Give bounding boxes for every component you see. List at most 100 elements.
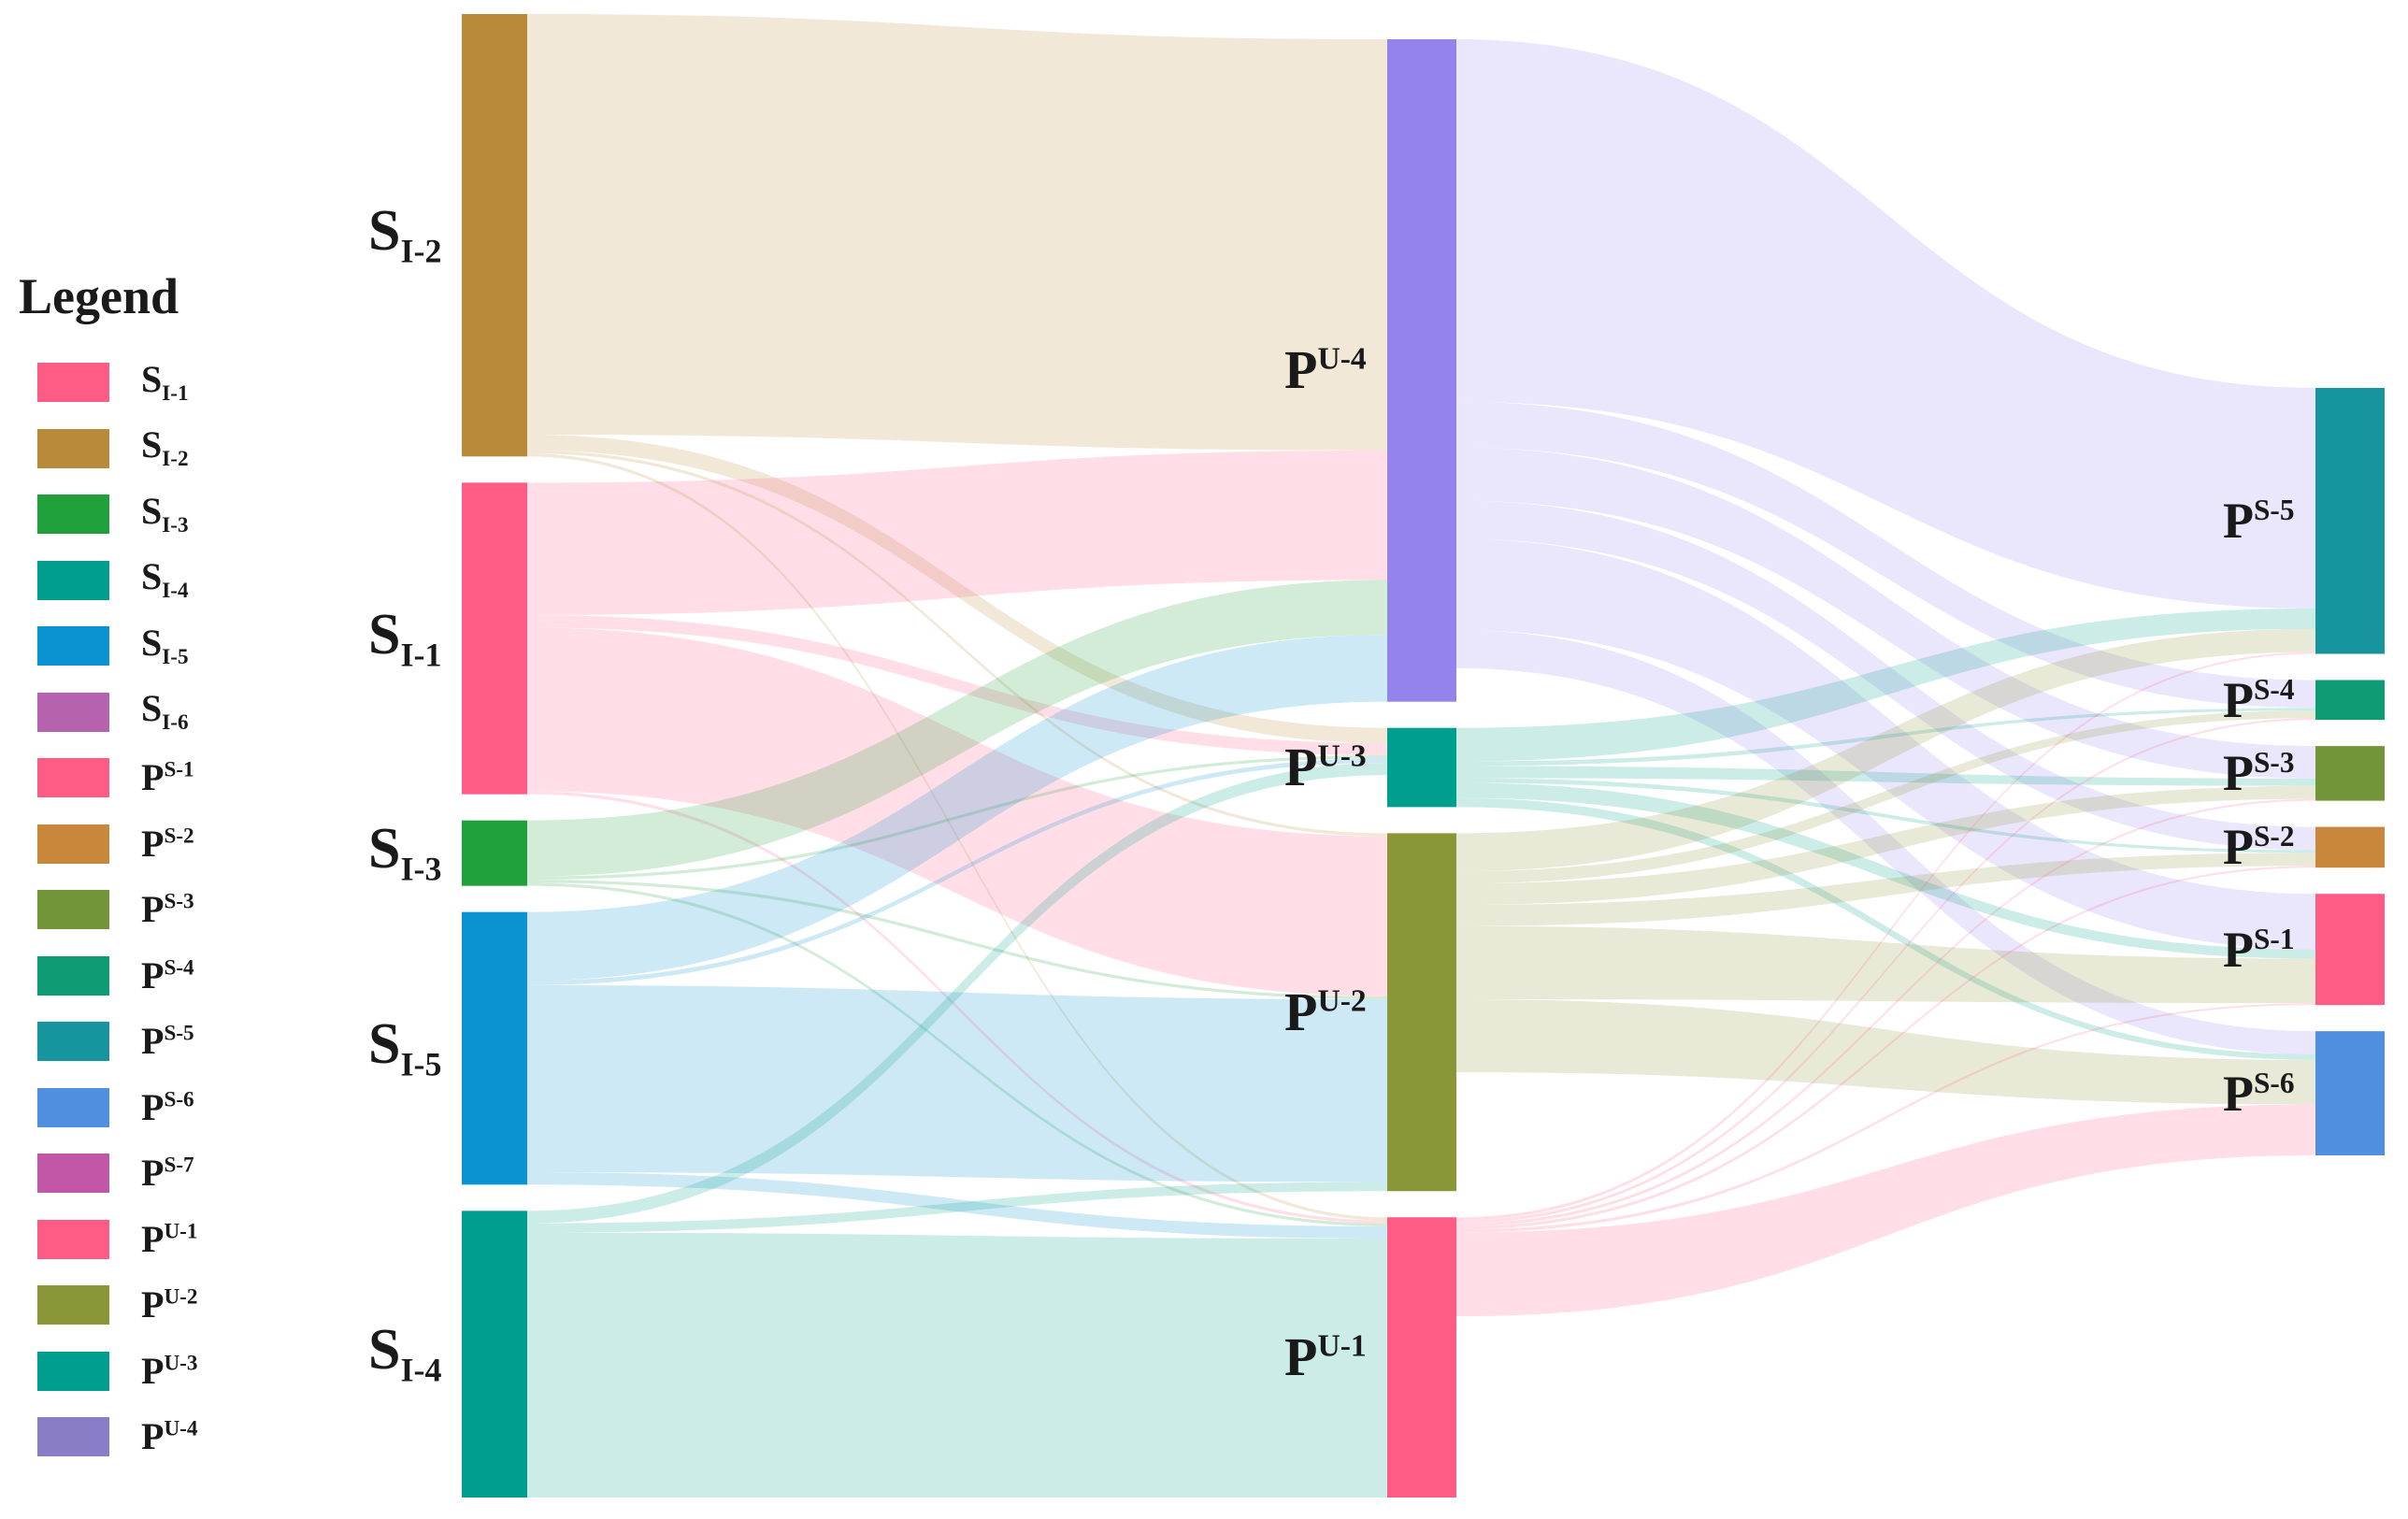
legend-label: SI-4 xyxy=(141,558,189,602)
sankey-link xyxy=(1456,708,2315,767)
node-label-base: S xyxy=(368,602,401,666)
sankey-node xyxy=(462,1211,527,1498)
sankey-link xyxy=(527,880,1387,999)
legend-label-base: S xyxy=(141,687,163,730)
legend-item: PU-3 xyxy=(17,1339,260,1405)
legend-label-subscript: I-3 xyxy=(162,512,189,537)
sankey-link xyxy=(1456,500,2315,851)
legend-swatch xyxy=(37,560,109,600)
node-label-superscript: S-6 xyxy=(2254,1066,2295,1099)
node-label: PS-3 xyxy=(2223,748,2295,798)
legend-label: SI-1 xyxy=(141,357,189,405)
legend-items: SI-1 SI-2 SI-3 SI-4 SI-5 SI-6 PS-1 PS-2 PS-3 PS-4… xyxy=(17,350,260,1470)
node-label-subscript: I-5 xyxy=(400,1045,442,1083)
sankey-link xyxy=(1456,447,2315,779)
sankey-link xyxy=(1456,630,2315,1054)
legend-label-base: S xyxy=(141,357,163,400)
legend-label-base: S xyxy=(141,489,163,532)
node-label-superscript: S-4 xyxy=(2254,672,2295,706)
node-label-superscript: S-5 xyxy=(2254,494,2295,527)
sankey-link xyxy=(527,453,1387,1221)
sankey-link xyxy=(527,450,1387,837)
sankey-link xyxy=(1456,853,2315,926)
legend-label: PU-1 xyxy=(141,1219,198,1258)
sankey-link xyxy=(527,758,1387,985)
sankey-link xyxy=(1456,652,2315,1221)
legend-swatch xyxy=(37,890,109,930)
legend-swatch xyxy=(37,494,109,535)
node-label: PS-5 xyxy=(2223,495,2295,546)
sankey-link xyxy=(527,634,1387,981)
legend-title: Legend xyxy=(19,268,179,324)
sankey-link xyxy=(527,627,1387,996)
sankey-link xyxy=(527,882,1387,1227)
legend-label: SI-6 xyxy=(141,690,189,734)
node-label: PS-4 xyxy=(2223,675,2295,725)
legend-label-base: P xyxy=(141,756,165,799)
sankey-node xyxy=(2315,826,2385,868)
node-label-subscript: I-4 xyxy=(400,1351,442,1389)
legend-label: PU-2 xyxy=(141,1286,198,1324)
sankey-link xyxy=(1456,401,2315,709)
node-label-subscript: I-2 xyxy=(400,232,442,270)
legend-label-base: P xyxy=(141,1020,165,1063)
legend-label-superscript: U-3 xyxy=(164,1351,198,1376)
legend-swatch xyxy=(37,824,109,864)
node-label-subscript: I-1 xyxy=(400,635,442,673)
sankey-link xyxy=(527,1232,1387,1498)
legend-label: PS-1 xyxy=(141,759,194,796)
sankey-link xyxy=(1456,1003,2315,1233)
legend-swatch xyxy=(37,626,109,666)
legend-label-superscript: U-1 xyxy=(164,1219,198,1244)
legend-swatch xyxy=(37,955,109,996)
legend-swatch xyxy=(37,1022,109,1062)
sankey-node xyxy=(462,911,527,1185)
sankey-link xyxy=(527,985,1387,1182)
node-label-base: P xyxy=(2223,671,2254,728)
node-label-base: P xyxy=(1284,1326,1318,1388)
legend-label-subscript: I-5 xyxy=(162,644,189,669)
node-label: SI-1 xyxy=(368,606,441,672)
sankey-link xyxy=(1456,1104,2315,1317)
node-label: PS-2 xyxy=(2223,822,2295,872)
sankey-link xyxy=(1456,766,2315,786)
sankey-link xyxy=(1456,718,2315,1224)
legend-label: SI-3 xyxy=(141,489,189,537)
sankey-node xyxy=(1387,39,1456,702)
legend-label-base: P xyxy=(141,1085,165,1128)
legend-swatch xyxy=(37,1154,109,1194)
node-label-superscript: S-1 xyxy=(2254,922,2295,955)
legend-label: SI-2 xyxy=(141,426,189,470)
legend-label-base: P xyxy=(141,1152,165,1195)
sankey-link xyxy=(1456,797,2315,1060)
node-label-base: P xyxy=(1284,339,1318,401)
node-label-base: P xyxy=(1284,737,1318,798)
sankey-link xyxy=(527,791,1387,1224)
sankey-link xyxy=(527,450,1387,615)
legend-label: PU-4 xyxy=(141,1418,198,1455)
legend-item: PS-1 xyxy=(17,745,260,811)
node-label-base: S xyxy=(368,1318,401,1383)
node-label: PU-1 xyxy=(1284,1330,1367,1384)
sankey-link xyxy=(1456,782,2315,959)
node-label-base: S xyxy=(368,1012,401,1076)
legend-item: SI-1 xyxy=(17,350,260,416)
legend-label-superscript: S-5 xyxy=(164,1021,194,1046)
legend-label: PS-4 xyxy=(141,956,194,995)
legend-item: SI-4 xyxy=(17,548,260,614)
legend-item: SI-6 xyxy=(17,680,260,746)
sankey-nodes xyxy=(462,14,2385,1498)
legend-item: PS-4 xyxy=(17,943,260,1010)
legend-item: PU-1 xyxy=(17,1207,260,1273)
sankey-node xyxy=(2315,746,2385,801)
node-label-superscript: U-4 xyxy=(1317,342,1367,377)
legend-swatch xyxy=(37,428,109,468)
legend-label-base: P xyxy=(141,822,165,865)
legend-label-base: P xyxy=(141,1415,165,1458)
legend-swatch xyxy=(37,1219,109,1259)
legend-swatch xyxy=(37,1285,109,1326)
node-label-superscript: S-2 xyxy=(2254,820,2295,853)
legend-item: SI-2 xyxy=(17,416,260,482)
node-label-superscript: U-1 xyxy=(1317,1328,1367,1364)
